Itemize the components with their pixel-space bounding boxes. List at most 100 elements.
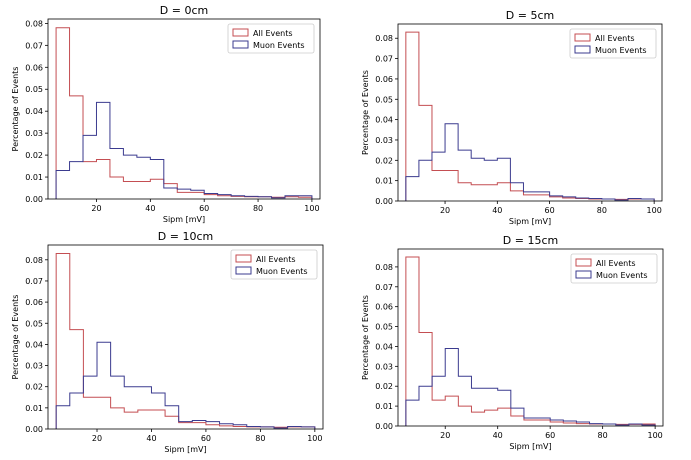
y-tick-label: 0.02 [25,151,43,160]
chart-panel-4: D = 15cm 20 40 60 80 100 0.00 0.01 0.02 0.03 0.04 0… [361,234,664,451]
y-tick-label: 0.04 [375,342,393,351]
chart-title: D = 15cm [503,234,558,247]
x-tick-label: 100 [304,204,319,213]
legend-box [227,23,315,54]
axes-frame [47,18,321,200]
y-tick-label: 0.05 [25,85,43,94]
x-tick-label: 100 [647,206,662,215]
axes-frame [397,248,664,427]
legend-swatch [232,40,249,49]
y-tick-label: 0.07 [25,277,43,286]
x-tick-label: 60 [545,431,555,440]
x-tick-label: 40 [492,206,502,215]
legend: All Events Muon Events [570,253,658,284]
histogram-series-muon-events [55,101,313,199]
y-tick-label: 0.05 [375,323,393,332]
y-tick-label: 0.00 [375,197,393,206]
y-tick-label: 0.05 [375,95,393,104]
legend-label: All Events [595,34,635,43]
x-tick-label: 20 [440,206,450,215]
y-tick-label: 0.08 [375,34,393,43]
legend: All Events Muon Events [230,249,318,280]
y-axis-label: Percentage of Events [11,67,20,152]
chart-title: D = 5cm [506,9,554,22]
legend-swatch [235,254,252,263]
y-tick-label: 0.00 [25,195,43,204]
legend-label: Muon Events [595,46,647,55]
x-tick-label: 20 [440,431,450,440]
y-tick-label: 0.00 [25,425,43,434]
legend-label: Muon Events [253,41,305,50]
y-tick-label: 0.03 [25,129,43,138]
y-tick-label: 0.04 [25,107,43,116]
y-tick-label: 0.06 [25,298,43,307]
legend: All Events Muon Events [227,23,315,54]
axes-frame [47,244,324,430]
y-tick-label: 0.08 [375,263,393,272]
histogram-series-muon-events [405,123,655,201]
y-axis-label: Percentage of Events [361,70,370,155]
legend-box [230,249,318,280]
x-tick-label: 60 [201,434,211,443]
x-tick-label: 60 [199,204,209,213]
legend-label: All Events [253,29,293,38]
x-tick-label: 60 [545,206,555,215]
y-tick-label: 0.07 [25,41,43,50]
legend-swatch [575,258,592,267]
x-tick-label: 100 [647,431,662,440]
y-tick-label: 0.01 [25,173,43,182]
chart-title: D = 0cm [160,4,208,17]
legend-swatch [232,28,249,37]
y-tick-label: 0.07 [375,283,393,292]
y-tick-label: 0.06 [25,63,43,72]
x-tick-label: 40 [145,204,155,213]
y-tick-label: 0.08 [25,19,43,28]
chart-panel-2: D = 5cm 20 40 60 80 100 0.00 0.01 0.02 0.03 0.04 0.… [361,9,663,226]
x-tick-label: 100 [307,434,322,443]
y-tick-label: 0.04 [375,116,393,125]
x-tick-label: 80 [253,204,263,213]
x-axis-label: Sipm [mV] [509,217,551,226]
x-axis-label: Sipm [mV] [164,445,206,454]
legend-swatch [574,45,591,54]
axes-frame [397,23,663,202]
y-axis-label: Percentage of Events [361,295,370,380]
y-tick-label: 0.01 [375,402,393,411]
y-tick-label: 0.02 [25,383,43,392]
histogram-series-all-events [55,252,316,429]
legend: All Events Muon Events [569,28,657,59]
x-axis-label: Sipm [mV] [509,442,551,451]
chart-title: D = 10cm [158,230,213,243]
histogram-series-muon-events [405,347,656,426]
y-tick-label: 0.07 [375,55,393,64]
legend-label: Muon Events [256,267,308,276]
chart-panel-1: D = 0cm 20 40 60 80 100 0.00 0.01 0.02 0.03 0.04 0.… [11,4,321,224]
y-tick-label: 0.02 [375,382,393,391]
y-tick-label: 0.02 [375,156,393,165]
y-tick-label: 0.08 [25,256,43,265]
y-tick-label: 0.06 [375,75,393,84]
y-tick-label: 0.01 [25,404,43,413]
y-tick-label: 0.04 [25,340,43,349]
y-tick-label: 0.03 [375,362,393,371]
x-tick-label: 80 [255,434,265,443]
y-tick-label: 0.03 [25,362,43,371]
x-tick-label: 40 [146,434,156,443]
x-axis-label: Sipm [mV] [163,215,205,224]
legend-swatch [575,270,592,279]
legend-swatch [574,33,591,42]
y-tick-label: 0.01 [375,177,393,186]
histogram-series-all-events [55,27,313,199]
x-tick-label: 20 [91,204,101,213]
histogram-series-muon-events [55,341,316,429]
x-tick-label: 80 [598,431,608,440]
x-tick-label: 20 [92,434,102,443]
y-tick-label: 0.03 [375,136,393,145]
legend-label: All Events [256,255,296,264]
legend-box [570,253,658,284]
y-axis-label: Percentage of Events [11,295,20,380]
x-tick-label: 80 [597,206,607,215]
y-tick-label: 0.05 [25,319,43,328]
legend-label: All Events [596,259,636,268]
